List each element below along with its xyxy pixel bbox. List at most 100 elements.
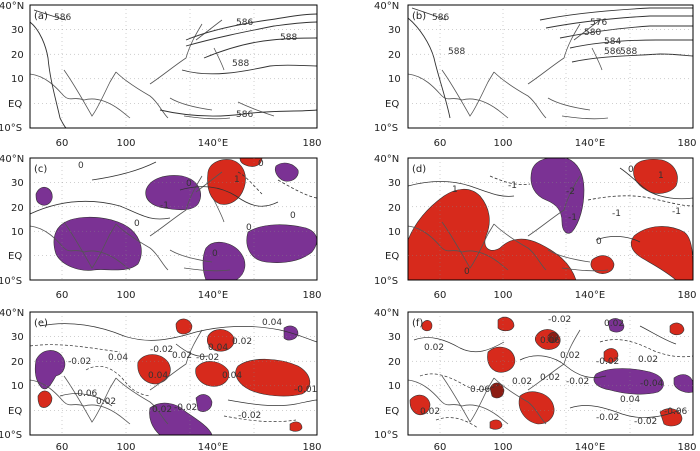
y-tick-label: 40°N bbox=[374, 1, 399, 12]
y-tick-label: 20 bbox=[388, 50, 401, 61]
contour-label-d: -1 bbox=[568, 213, 577, 223]
contour-label-b: 586 bbox=[604, 47, 621, 57]
y-tick-label: 20 bbox=[11, 50, 24, 61]
contour-label-e: -0.06 bbox=[74, 389, 98, 399]
panel-c-frame bbox=[29, 157, 318, 281]
y-tick-label: 40°N bbox=[0, 308, 24, 319]
contour-label-f: -0.02 bbox=[596, 357, 619, 367]
x-tick-label: 60 bbox=[434, 138, 447, 149]
contour-label-e: -0.02 bbox=[238, 411, 261, 421]
contour-label-d: -1 bbox=[508, 181, 517, 191]
x-tick-label: 60 bbox=[56, 290, 69, 301]
x-tick-label: 180 bbox=[677, 138, 696, 149]
y-tick-label: 30 bbox=[388, 178, 401, 189]
panel-c: (c) 0 -1 0 0 1 0 0 0 0 bbox=[29, 157, 318, 281]
contour-label-d: -1 bbox=[672, 207, 681, 217]
x-tick-label: 60 bbox=[434, 290, 447, 301]
panel-d: (d) 1 -1 -2 -1 0 -1 0 1 0 -1 bbox=[407, 157, 694, 281]
contour-label-c: 0 bbox=[134, 219, 140, 229]
contour-label-c: 0 bbox=[246, 223, 252, 233]
contours-f bbox=[413, 325, 693, 429]
y-tick-label: 20 bbox=[388, 357, 401, 368]
y-tick-label: 40°N bbox=[0, 154, 24, 165]
x-tick-label: 100 bbox=[116, 138, 135, 149]
contour-label-c: 0 bbox=[290, 211, 296, 221]
contours-b bbox=[408, 7, 693, 119]
y-tick-label: 40°N bbox=[374, 154, 399, 165]
anomaly-negative-f bbox=[593, 318, 693, 395]
contour-label-e: -0.02 bbox=[150, 345, 173, 355]
contour-label-d: 0 bbox=[596, 237, 602, 247]
x-tick-label: 140°E bbox=[575, 290, 605, 301]
coastline-a bbox=[30, 19, 275, 120]
y-tick-label: EQ bbox=[8, 99, 22, 110]
y-tick-label: 20 bbox=[11, 357, 24, 368]
x-axis-right: 60 100 140°E 180 60 100 140°E 180 60 100… bbox=[434, 138, 697, 451]
x-tick-label: 140°E bbox=[198, 138, 228, 149]
contour-label-f: 0.06 bbox=[470, 385, 490, 395]
y-tick-label: 10°S bbox=[0, 430, 22, 441]
panel-b-frame bbox=[407, 4, 694, 129]
contour-label-a: 588 bbox=[280, 33, 297, 43]
panel-a-frame bbox=[29, 4, 318, 129]
contours-c bbox=[30, 161, 317, 220]
contour-label-d: 1 bbox=[452, 185, 458, 195]
y-tick-label: 30 bbox=[11, 178, 24, 189]
contour-label-d: 1 bbox=[658, 171, 664, 181]
x-tick-label: 140°E bbox=[575, 442, 605, 451]
contour-label-d: 0 bbox=[628, 165, 634, 175]
x-tick-label: 100 bbox=[116, 442, 135, 451]
contour-label-e: 0.04 bbox=[222, 371, 242, 381]
contour-label-f: -0.02 bbox=[548, 315, 571, 325]
contour-label-e: 0.02 bbox=[152, 405, 172, 415]
y-tick-label: 30 bbox=[388, 332, 401, 343]
contour-label-f: 0.02 bbox=[424, 343, 444, 353]
panel-e-frame bbox=[29, 311, 318, 436]
y-tick-label: 20 bbox=[11, 203, 24, 214]
contour-label-e: -0.02 bbox=[174, 403, 197, 413]
panel-f-frame bbox=[407, 311, 694, 436]
contour-label-c: 0 bbox=[212, 249, 218, 259]
contour-label-f: 0.02 bbox=[560, 351, 580, 361]
contour-label-f: -0.02 bbox=[634, 417, 657, 427]
contour-label-f: 0.02 bbox=[604, 319, 624, 329]
contour-label-a: 588 bbox=[232, 59, 249, 69]
contour-label-f: 0.02 bbox=[638, 355, 658, 365]
contour-label-e: 0.04 bbox=[108, 353, 128, 363]
contour-label-b: 588 bbox=[620, 47, 637, 57]
contour-label-f: 0.04 bbox=[620, 395, 640, 405]
panel-b-label: (b) bbox=[412, 11, 426, 22]
x-tick-label: 60 bbox=[56, 138, 69, 149]
x-tick-label: 140°E bbox=[198, 290, 228, 301]
y-tick-label: EQ bbox=[385, 99, 399, 110]
panel-c-label: (c) bbox=[34, 164, 47, 175]
y-tick-label: 30 bbox=[11, 25, 24, 36]
coastline-e bbox=[30, 329, 203, 425]
panel-d-grid bbox=[408, 158, 693, 280]
anomaly-positive-f bbox=[409, 316, 685, 430]
panel-a: (a) 586 586 588 588 586 bbox=[29, 4, 318, 129]
y-tick-label: 10 bbox=[388, 227, 401, 238]
contour-label-f: -0.06 bbox=[664, 407, 688, 417]
contour-label-a: 586 bbox=[236, 18, 253, 28]
y-tick-label: 40°N bbox=[0, 1, 24, 12]
contour-label-e: 0.02 bbox=[96, 397, 116, 407]
contour-label-c: 0 bbox=[258, 159, 264, 169]
panel-f: (f) 0.02 -0.02 0.02 0.06 0.02 -0.02 0.06… bbox=[407, 311, 694, 436]
y-axis-right: 40°N 30 20 10 EQ 10°S 40°N 30 20 10 EQ 1… bbox=[374, 1, 401, 441]
x-tick-label: 140°E bbox=[575, 138, 605, 149]
x-tick-label: 180 bbox=[302, 290, 321, 301]
contour-label-c: 0 bbox=[186, 179, 192, 189]
y-tick-label: 20 bbox=[388, 203, 401, 214]
contour-label-e: 0.04 bbox=[262, 318, 282, 328]
x-tick-label: 60 bbox=[56, 442, 69, 451]
y-tick-label: 10 bbox=[11, 227, 24, 238]
contours-a bbox=[30, 9, 317, 128]
contour-label-f: 0.02 bbox=[512, 377, 532, 387]
contour-label-a: 586 bbox=[236, 110, 253, 120]
y-tick-label: 10°S bbox=[0, 123, 22, 134]
contour-label-b: 580 bbox=[584, 28, 601, 38]
x-tick-label: 180 bbox=[677, 290, 696, 301]
contour-label-b: 586 bbox=[432, 13, 449, 23]
contour-label-b: 584 bbox=[604, 37, 621, 47]
